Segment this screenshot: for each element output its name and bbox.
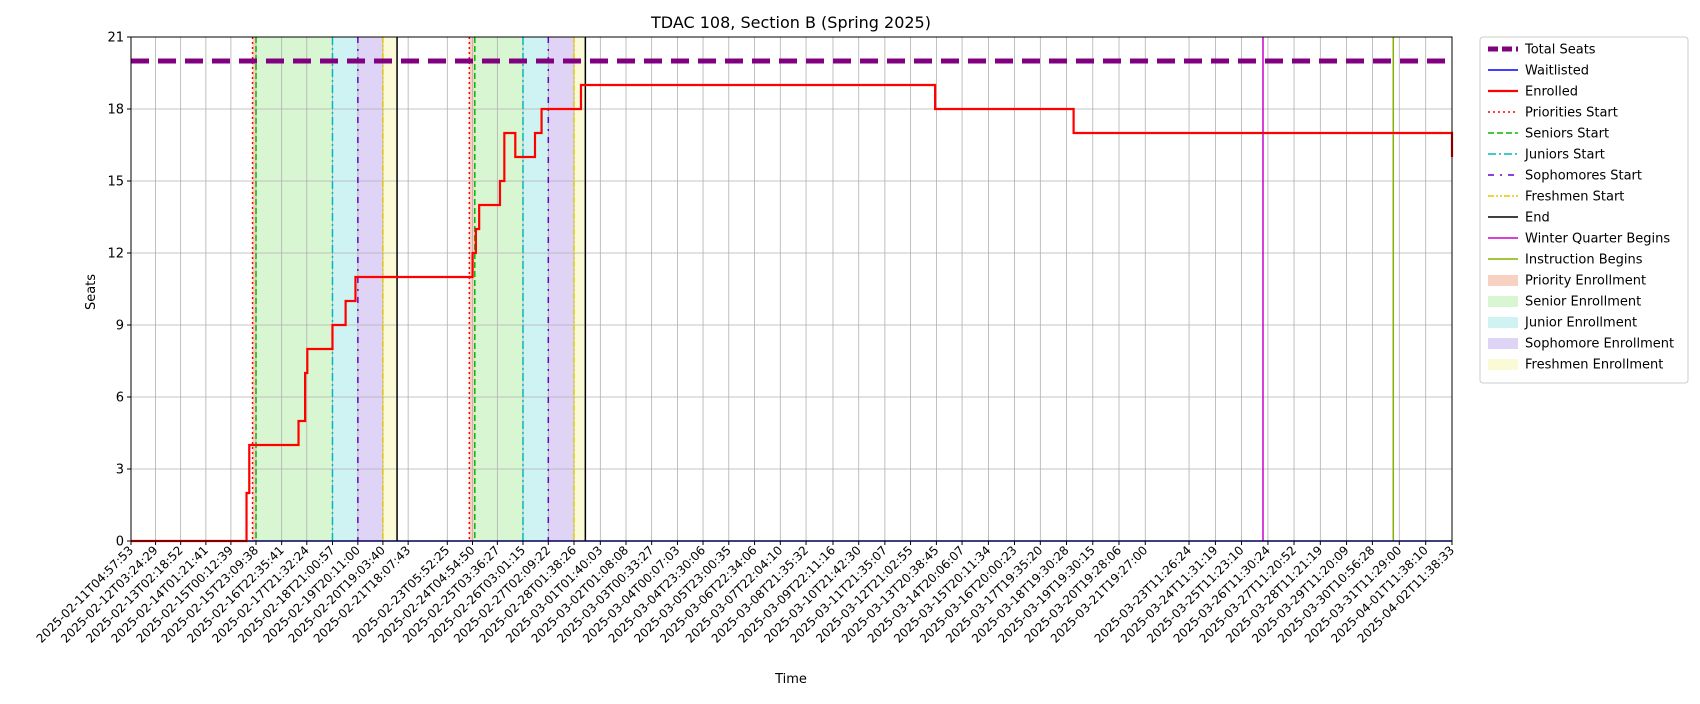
legend-item-priorities-start: Priorities Start	[1488, 106, 1618, 121]
legend-item-priority-enrollment: Priority Enrollment	[1488, 274, 1646, 289]
vertical-marker-lines	[251, 37, 1395, 541]
y-tick-label: 0	[116, 535, 124, 550]
enrolled-series-line	[131, 83, 1454, 543]
legend-label: Priority Enrollment	[1525, 274, 1646, 289]
legend-swatch	[1488, 317, 1518, 328]
legend-label: Juniors Start	[1524, 148, 1605, 163]
sophomore-enrollment-region-1	[357, 37, 383, 541]
senior-enrollment-region-1	[256, 37, 333, 541]
chart-title: TDAC 108, Section B (Spring 2025)	[650, 13, 931, 32]
legend-item-total-seats: Total Seats	[1488, 43, 1596, 58]
priority-enrollment-region-2	[469, 37, 475, 541]
priority-enrollment-region-1	[252, 37, 257, 541]
legend-item-waitlisted: Waitlisted	[1488, 64, 1589, 79]
legend-label: Sophomore Enrollment	[1525, 337, 1674, 352]
legend-label: Sophomores Start	[1525, 169, 1642, 184]
legend-item-sophomores-start: Sophomores Start	[1488, 169, 1642, 184]
legend-item-enrolled: Enrolled	[1488, 85, 1578, 100]
legend-item-seniors-start: Seniors Start	[1488, 127, 1609, 142]
y-tick-label: 12	[107, 247, 124, 262]
x-axis-label: Time	[774, 672, 807, 687]
junior-enrollment-region-1	[332, 37, 358, 541]
y-tick-label: 21	[107, 31, 124, 46]
legend-swatch	[1488, 338, 1518, 349]
legend-label: Junior Enrollment	[1524, 316, 1637, 331]
legend-label: Freshmen Start	[1525, 190, 1624, 205]
y-axis-label: Seats	[84, 274, 99, 310]
legend-box	[1479, 36, 1689, 384]
freshmen-enrollment-region-2	[574, 37, 586, 541]
legend-item-senior-enrollment: Senior Enrollment	[1488, 295, 1641, 310]
tick-labels: 0369121518212025-02-11T04:57:532025-02-1…	[34, 31, 1458, 646]
legend-item-junior-enrollment: Junior Enrollment	[1488, 316, 1637, 331]
legend-label: Instruction Begins	[1525, 253, 1643, 268]
junior-enrollment-region-2	[522, 37, 549, 541]
legend-label: Waitlisted	[1525, 64, 1589, 79]
senior-enrollment-region-2	[474, 37, 523, 541]
legend-swatch	[1488, 296, 1518, 307]
legend-item-sophomore-enrollment: Sophomore Enrollment	[1488, 337, 1674, 352]
legend-label: Winter Quarter Begins	[1525, 232, 1670, 247]
legend-swatch	[1488, 359, 1518, 370]
y-tick-label: 15	[107, 175, 124, 190]
legend-swatch	[1488, 275, 1518, 286]
legend-item-winter-quarter-begins: Winter Quarter Begins	[1488, 232, 1670, 247]
legend-item-instruction-begins: Instruction Begins	[1488, 253, 1643, 268]
legend-label: Senior Enrollment	[1525, 295, 1641, 310]
freshmen-enrollment-region-1	[382, 37, 398, 541]
legend-item-juniors-start: Juniors Start	[1488, 148, 1605, 163]
y-tick-label: 6	[116, 391, 124, 406]
y-tick-label: 3	[116, 463, 124, 478]
legend-item-freshmen-start: Freshmen Start	[1488, 190, 1624, 205]
legend: Total Seats Waitlisted Enrolled Priorities …	[1479, 36, 1689, 384]
axes	[130, 36, 1453, 542]
plot-frame	[130, 36, 1453, 542]
legend-item-freshmen-enrollment: Freshmen Enrollment	[1488, 358, 1663, 373]
legend-label: Priorities Start	[1525, 106, 1618, 121]
y-tick-label: 9	[116, 319, 124, 334]
legend-label: Seniors Start	[1525, 127, 1609, 142]
legend-label: Freshmen Enrollment	[1525, 358, 1663, 373]
y-tick-label: 18	[107, 103, 124, 118]
shaded-regions	[252, 37, 586, 541]
sophomore-enrollment-region-2	[548, 37, 575, 541]
legend-item-end: End	[1488, 211, 1550, 226]
legend-label: End	[1525, 211, 1550, 226]
legend-label: Total Seats	[1524, 43, 1596, 58]
legend-label: Enrolled	[1525, 85, 1578, 100]
